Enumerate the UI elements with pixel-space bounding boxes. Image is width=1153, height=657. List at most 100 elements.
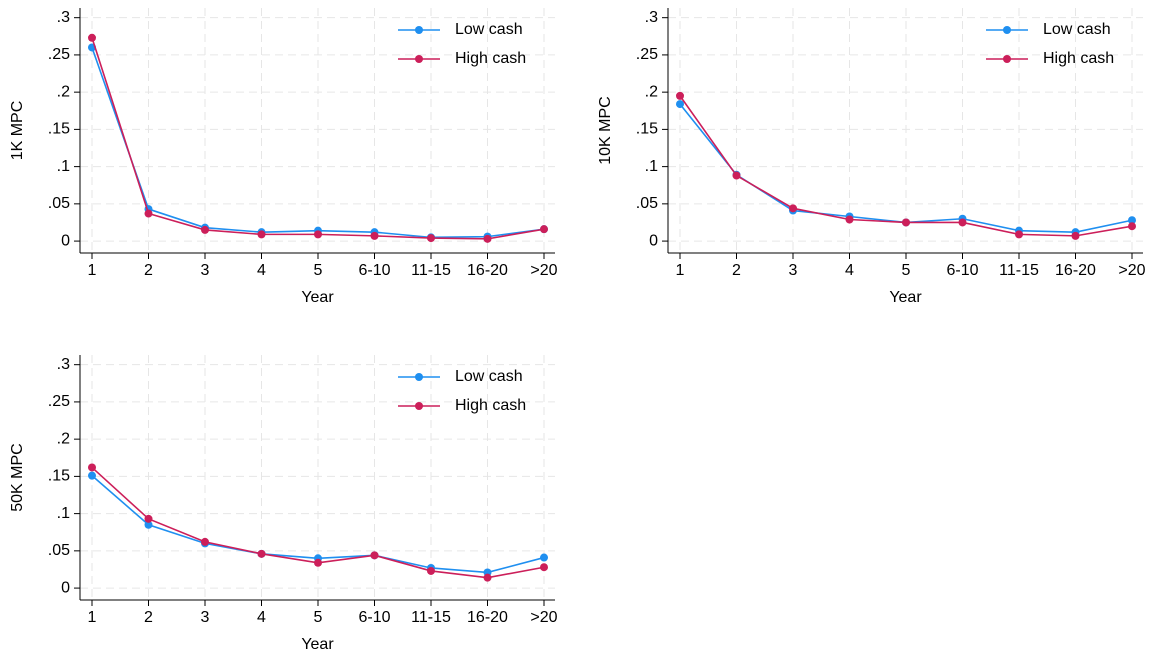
panel: 0 .05 .1 .15 .2 .25 .3 1 2 3 4 5 6-10 11-15 16-20 >20 Ye… (9, 355, 558, 653)
point (483, 234, 492, 243)
x-tick-label: 1 (676, 262, 685, 279)
panel: 0 .05 .1 .15 .2 .25 .3 1 2 3 4 5 6-10 11-15 16-20 >20 Ye… (9, 8, 558, 306)
legend-marker (415, 402, 423, 410)
y-tick-label: .3 (645, 9, 658, 26)
legend-marker (1003, 55, 1011, 63)
x-tick-label: 3 (201, 609, 210, 626)
y-tick-label: 0 (61, 232, 70, 249)
x-tick-label: 16-20 (467, 609, 508, 626)
point (144, 209, 153, 218)
legend-marker (415, 373, 423, 381)
y-tick-label: .2 (57, 430, 70, 447)
y-axis-label: 1K MPC (9, 101, 26, 161)
x-axis-label: Year (301, 636, 334, 653)
point (144, 520, 153, 529)
point (427, 234, 435, 243)
point (1071, 231, 1080, 240)
y-tick-label: .2 (645, 83, 658, 100)
y-tick-label: 0 (649, 232, 658, 249)
x-tick-label: 5 (314, 262, 323, 279)
point (732, 171, 741, 180)
point (314, 558, 322, 567)
x-tick-label: 6-10 (946, 262, 978, 279)
legend-label: Low cash (455, 368, 523, 385)
x-tick-label: 5 (314, 609, 323, 626)
legend-label: Low cash (455, 21, 523, 38)
y-tick-label: .05 (48, 195, 70, 212)
point (676, 100, 684, 109)
x-tick-label: 1 (88, 609, 97, 626)
point (257, 230, 266, 239)
panel: 0 .05 .1 .15 .2 .25 .3 1 2 3 4 5 6-10 11-15 16-20 >20 Ye… (597, 8, 1146, 306)
point (201, 537, 209, 546)
point (88, 471, 96, 480)
y-tick-label: .1 (57, 158, 70, 175)
point (144, 514, 153, 523)
x-tick-label: >20 (530, 609, 557, 626)
point (676, 91, 684, 100)
y-tick-label: .15 (48, 121, 70, 138)
legend-marker (415, 55, 423, 63)
x-tick-label: 2 (144, 609, 153, 626)
y-tick-label: .1 (645, 158, 658, 175)
point (789, 204, 797, 213)
y-tick-label: .15 (48, 468, 70, 485)
x-tick-label: 3 (201, 262, 210, 279)
point (370, 231, 379, 240)
y-tick-label: .15 (636, 121, 658, 138)
x-tick-label: >20 (1118, 262, 1145, 279)
x-tick-label: 16-20 (1055, 262, 1096, 279)
point (540, 563, 548, 572)
y-tick-label: .25 (48, 393, 70, 410)
x-tick-label: 2 (144, 262, 153, 279)
point (370, 551, 379, 560)
point (201, 225, 209, 234)
x-axis-label: Year (301, 289, 334, 306)
x-tick-label: 4 (257, 262, 266, 279)
y-tick-label: .3 (57, 9, 70, 26)
x-tick-label: 11-15 (999, 262, 1039, 279)
point (314, 230, 322, 239)
point (902, 218, 910, 227)
point (483, 573, 492, 582)
x-tick-label: 4 (257, 609, 266, 626)
y-tick-label: .2 (57, 83, 70, 100)
point (540, 225, 548, 234)
y-tick-label: .05 (636, 195, 658, 212)
legend-label: High cash (1043, 50, 1114, 67)
y-tick-label: 0 (61, 579, 70, 596)
y-axis-label: 50K MPC (9, 443, 26, 511)
point (1128, 222, 1136, 231)
legend-marker (1003, 26, 1011, 34)
x-tick-label: 1 (88, 262, 97, 279)
x-axis-label: Year (889, 289, 922, 306)
legend-label: Low cash (1043, 21, 1111, 38)
point (1128, 216, 1136, 225)
y-tick-label: .05 (48, 542, 70, 559)
y-tick-label: .25 (48, 46, 70, 63)
x-tick-label: 2 (732, 262, 741, 279)
x-tick-label: 16-20 (467, 262, 508, 279)
point (845, 215, 854, 224)
point (88, 33, 96, 42)
x-tick-label: >20 (530, 262, 557, 279)
x-tick-label: 3 (789, 262, 798, 279)
y-tick-label: .25 (636, 46, 658, 63)
y-tick-label: .1 (57, 505, 70, 522)
legend-label: High cash (455, 50, 526, 67)
x-tick-label: 11-15 (411, 609, 451, 626)
point (1015, 230, 1023, 239)
y-axis-label: 10K MPC (597, 96, 614, 164)
x-tick-label: 11-15 (411, 262, 451, 279)
x-tick-label: 4 (845, 262, 854, 279)
point (88, 463, 96, 472)
point (427, 566, 435, 575)
legend-marker (415, 26, 423, 34)
x-tick-label: 6-10 (358, 609, 390, 626)
point (257, 549, 266, 558)
point (540, 553, 548, 562)
point (958, 218, 967, 227)
legend-label: High cash (455, 397, 526, 414)
x-tick-label: 6-10 (358, 262, 390, 279)
